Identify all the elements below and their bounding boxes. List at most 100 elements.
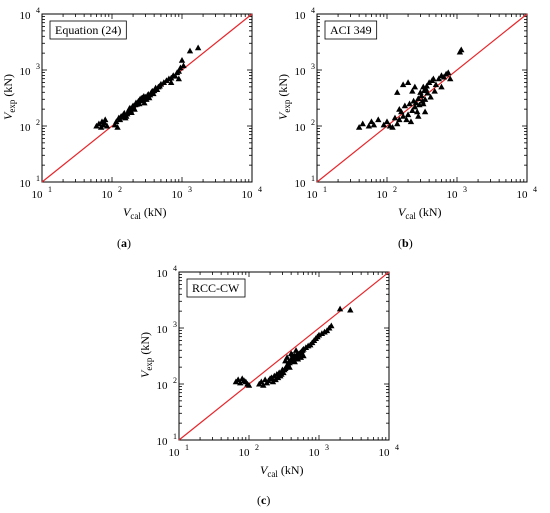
data-point-triangle [328,322,335,329]
x-tick-label: 10 [169,447,181,459]
reference-line-y-equals-x [178,271,390,441]
data-point-triangle [391,114,399,121]
series-label: ACI 349 [330,23,372,37]
data-point-triangle [194,44,202,51]
y-tick-label-exp: 3 [311,62,315,71]
data-point-triangle [398,108,405,115]
data-point-triangle [399,81,407,88]
data-point-triangle [186,47,194,54]
data-point-triangle [411,103,419,110]
data-point-triangle [430,75,437,82]
caption-a: (a) [117,236,131,250]
data-point-triangle [370,121,378,128]
data-point-triangle [417,89,424,95]
series-label: RCC-CW [192,281,240,295]
scatter-chart-a: 10 1 10 1 10 2 10 2 10 3 10 3 10 4 10 4 Equation (24) Vca… [1,6,262,221]
data-point-triangle [114,124,121,130]
data-point-triangle [425,79,433,85]
x-tick-label-exp: 3 [325,443,329,452]
data-point-triangle [418,92,425,99]
data-point-triangle [389,124,396,130]
data-point-triangle [294,355,302,362]
data-point-triangle [394,120,401,127]
x-tick-label: 10 [309,447,321,459]
y-axis-label: Vexp (kN) [138,332,154,378]
data-point-triangle [445,69,452,76]
data-point-triangle [415,95,422,102]
data-point-triangle [423,82,430,89]
data-point-triangle [406,100,413,107]
data-point-triangle [396,116,403,123]
y-tick-label-exp: 1 [311,174,315,183]
data-point-triangle [424,89,431,96]
data-point-triangle [175,68,182,74]
data-point-triangle [141,99,148,106]
data-point-triangle [172,72,179,79]
data-point-triangle [421,108,429,115]
x-tick-label: 10 [102,189,114,201]
data-point-triangle [292,347,300,353]
data-point-triangle [368,118,375,125]
data-point-triangle [409,107,416,113]
x-tick-label-exp: 2 [118,185,122,194]
x-tick-label-exp: 1 [185,443,189,452]
y-tick-label: 10 [295,122,307,134]
panel-c: 10 1 10 1 10 2 10 2 10 3 10 3 10 4 10 4 RCC-CW Vcal (kN) V… [137,258,412,513]
panel-a: 10 1 10 1 10 2 10 2 10 3 10 3 10 4 10 4 Equation (24) Vca… [0,0,275,258]
y-tick-label-exp: 1 [36,174,40,183]
series-label-frame [324,20,378,40]
data-point-triangle [101,119,108,126]
data-point-triangle [282,357,289,364]
x-tick-label-exp: 2 [393,185,397,194]
data-point-triangle [394,89,401,95]
y-tick-label: 10 [157,380,169,392]
data-point-triangle [383,118,391,125]
data-point-triangle [431,87,438,94]
data-point-triangle [167,79,175,85]
x-tick-label-exp: 3 [188,185,192,194]
data-point-triangle [291,358,298,365]
x-tick-label-exp: 4 [258,185,262,194]
y-tick-label: 10 [20,178,32,190]
x-tick-label: 10 [307,189,319,201]
data-point-triangle [103,122,111,129]
data-point-triangle [260,382,267,388]
data-point-triangle [318,330,326,336]
data-point-triangle [297,354,305,360]
data-point-triangle [300,352,307,359]
series-label-box: RCC-CW [186,278,246,298]
data-point-triangle [415,112,422,119]
x-tick-label: 10 [379,447,391,459]
y-axis-label: Vexp (kN) [1,74,17,120]
data-point-triangle [447,75,454,82]
data-point-triangle [355,124,363,130]
data-point-triangle [432,81,440,88]
data-point-triangle [435,75,443,82]
y-tick-label: 10 [157,324,169,336]
x-tick-label: 10 [32,189,44,201]
data-point-triangle [315,331,323,338]
data-point-triangle [268,374,275,381]
plot-frame [178,271,390,441]
data-point-triangle [279,366,286,373]
data-point-triangle [440,73,448,80]
data-point-triangle [365,122,373,129]
x-tick-label: 10 [242,189,254,201]
y-axis-label: Vexp (kN) [276,74,292,120]
data-point-triangle [287,350,295,357]
data-point-triangle [412,99,420,106]
panel-b: 10 1 10 1 10 2 10 2 10 3 10 3 10 4 10 4 ACI 349 Vcal (kN)… [275,0,550,258]
y-tick-label: 10 [295,10,307,22]
series-label-frame [49,20,127,40]
x-tick-label: 10 [239,447,251,459]
data-point-triangle [375,116,382,123]
y-tick-label: 10 [295,178,307,190]
x-tick-label-exp: 1 [323,185,327,194]
x-tick-label-exp: 3 [463,185,467,194]
scatter-chart-b: 10 1 10 1 10 2 10 2 10 3 10 3 10 4 10 4 ACI 349 Vcal (kN)… [276,6,537,221]
data-point-triangle [336,305,344,312]
x-tick-label: 10 [447,189,459,201]
data-point-triangle [175,75,182,82]
y-tick-label-exp: 2 [173,376,177,385]
x-tick-label-exp: 4 [395,443,399,452]
